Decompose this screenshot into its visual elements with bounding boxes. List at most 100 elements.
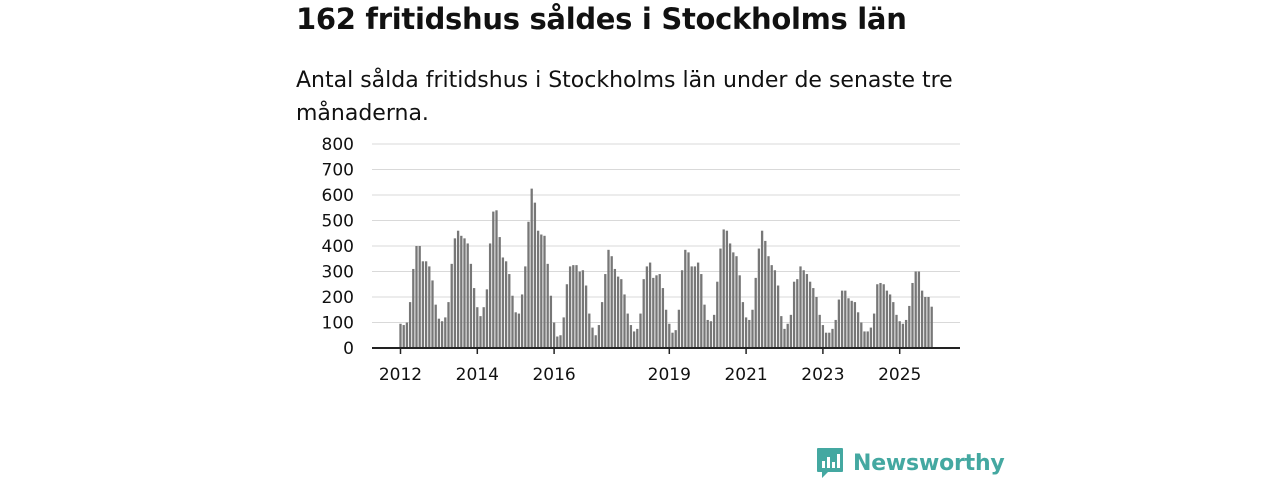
bar bbox=[767, 256, 770, 348]
bar bbox=[799, 266, 802, 348]
x-tick-label: 2014 bbox=[456, 365, 499, 385]
bar bbox=[677, 309, 681, 348]
bar bbox=[623, 294, 626, 348]
bar bbox=[911, 282, 914, 348]
bar bbox=[879, 282, 882, 348]
bar bbox=[751, 309, 754, 348]
bar bbox=[584, 285, 588, 348]
bar bbox=[812, 288, 815, 348]
bar bbox=[508, 274, 511, 348]
bar bbox=[709, 321, 713, 348]
bar bbox=[658, 274, 661, 348]
bar bbox=[616, 276, 620, 348]
bar bbox=[860, 322, 863, 348]
bar bbox=[687, 252, 690, 349]
bar bbox=[559, 335, 562, 348]
bar bbox=[674, 330, 677, 348]
bar bbox=[789, 314, 793, 348]
bar bbox=[543, 235, 546, 348]
bar bbox=[821, 325, 825, 348]
bar bbox=[466, 243, 469, 348]
bar bbox=[840, 290, 844, 349]
bar bbox=[757, 248, 761, 348]
chart-title: 162 fritidshus såldes i Stockholms län bbox=[296, 2, 907, 36]
bar bbox=[594, 335, 597, 348]
bar bbox=[524, 266, 527, 348]
bar bbox=[501, 257, 505, 348]
bar bbox=[556, 336, 559, 348]
brand-name: Newsworthy bbox=[853, 450, 1005, 476]
bar bbox=[412, 268, 415, 348]
y-tick-label: 100 bbox=[322, 314, 354, 334]
bar bbox=[642, 279, 645, 348]
bar bbox=[591, 327, 594, 348]
bar bbox=[405, 322, 409, 348]
bar bbox=[469, 263, 473, 348]
bar bbox=[770, 265, 773, 349]
bar bbox=[885, 290, 889, 349]
bar bbox=[520, 294, 524, 348]
bar bbox=[613, 268, 617, 348]
bar bbox=[415, 246, 418, 348]
x-tick-label: 2012 bbox=[379, 365, 422, 385]
bar bbox=[764, 240, 767, 348]
bar bbox=[636, 328, 639, 349]
bar bbox=[482, 307, 485, 348]
bar bbox=[460, 235, 463, 348]
bar bbox=[399, 323, 402, 348]
bar bbox=[748, 319, 751, 348]
bar bbox=[485, 289, 489, 348]
x-tick-label: 2023 bbox=[801, 365, 844, 385]
bar bbox=[540, 234, 543, 348]
bar bbox=[863, 331, 866, 348]
y-tick-label: 400 bbox=[322, 237, 354, 257]
bar bbox=[754, 277, 757, 349]
bar bbox=[514, 312, 517, 348]
bar bbox=[901, 323, 905, 348]
bar bbox=[796, 279, 799, 348]
highlight-value-label: 162 bbox=[935, 0, 966, 4]
bar bbox=[776, 285, 780, 348]
bar bbox=[680, 270, 684, 348]
bar bbox=[575, 265, 578, 349]
bar bbox=[408, 302, 412, 348]
bar bbox=[626, 313, 629, 348]
bar bbox=[914, 271, 917, 348]
bar bbox=[917, 271, 921, 348]
bar bbox=[498, 237, 501, 348]
bar bbox=[428, 266, 431, 348]
bar bbox=[578, 271, 581, 348]
bar bbox=[424, 261, 428, 348]
axes bbox=[372, 347, 960, 354]
x-tick-label: 2021 bbox=[724, 365, 767, 385]
bar bbox=[668, 323, 671, 348]
bar bbox=[834, 319, 837, 348]
bar bbox=[620, 279, 623, 348]
bar bbox=[437, 318, 441, 348]
bar bbox=[847, 298, 850, 348]
bar bbox=[732, 252, 735, 349]
bar bbox=[588, 313, 591, 348]
bar bbox=[815, 297, 818, 348]
bar bbox=[703, 304, 706, 348]
bar bbox=[447, 302, 450, 348]
bar bbox=[421, 261, 425, 348]
bar bbox=[856, 312, 860, 348]
bar bbox=[930, 306, 933, 348]
bar bbox=[655, 275, 658, 348]
bar bbox=[818, 314, 821, 348]
bar bbox=[568, 266, 572, 348]
bar bbox=[744, 317, 748, 348]
bar bbox=[741, 302, 745, 348]
bar bbox=[760, 230, 764, 348]
bar bbox=[671, 332, 674, 348]
newsworthy-icon bbox=[817, 448, 843, 478]
bar bbox=[453, 238, 457, 348]
bar bbox=[920, 290, 924, 349]
chart-subtitle: Antal sålda fritidshus i Stockholms län … bbox=[296, 68, 953, 126]
bar bbox=[892, 302, 895, 348]
bar bbox=[700, 274, 703, 348]
newsworthy-logo[interactable]: Newsworthy bbox=[815, 446, 1005, 480]
bar bbox=[780, 316, 783, 349]
bar bbox=[581, 270, 585, 348]
